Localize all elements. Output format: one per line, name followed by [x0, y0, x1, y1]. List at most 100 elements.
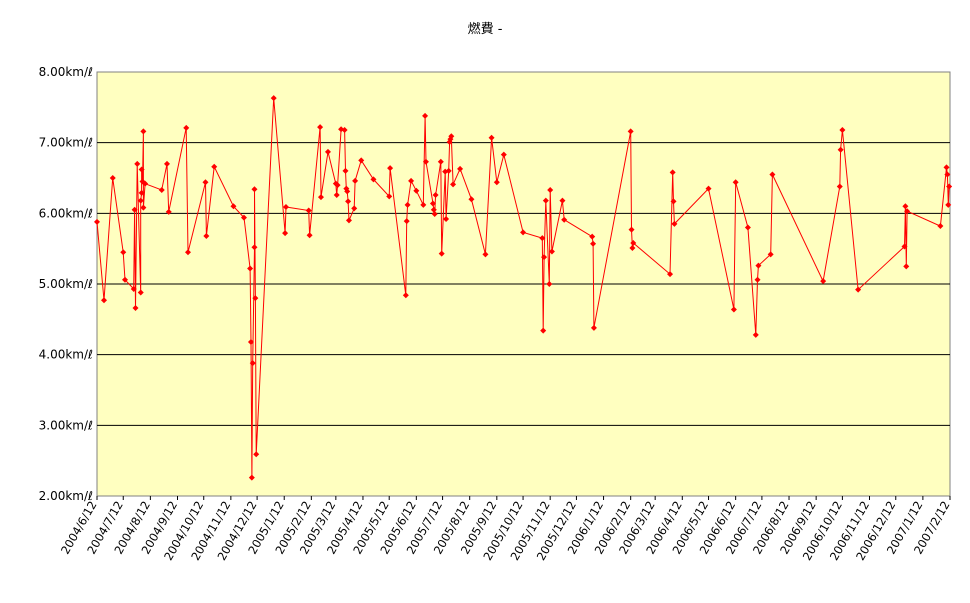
data-point [705, 185, 712, 192]
data-point [120, 249, 127, 256]
data-point [358, 157, 365, 164]
data-point [422, 112, 429, 119]
data-point [855, 286, 862, 293]
data-point [944, 171, 951, 178]
y-axis-ticks: 2.00km/ℓ 3.00km/ℓ 4.00km/ℓ 5.00km/ℓ 6.00km/ℓ… [39, 65, 93, 503]
data-point [820, 278, 827, 285]
data-point [539, 235, 546, 242]
data-point [342, 167, 349, 174]
data-point [138, 189, 145, 196]
data-point [730, 306, 737, 313]
data-point [752, 331, 759, 338]
data-point [137, 289, 144, 296]
y-tick-label: 3.00km/ℓ [39, 418, 93, 432]
data-point [548, 248, 555, 255]
data-point [408, 177, 415, 184]
data-point [744, 224, 751, 231]
data-point [670, 198, 677, 205]
data-point [500, 151, 507, 158]
data-point [306, 232, 313, 239]
data-point [628, 226, 635, 233]
data-point [202, 179, 209, 186]
data-point [448, 133, 455, 140]
data-point [158, 187, 165, 194]
data-point [138, 166, 145, 173]
data-point [370, 176, 377, 183]
y-tick-label: 8.00km/ℓ [39, 65, 93, 79]
data-point [317, 124, 324, 131]
y-tick-label: 7.00km/ℓ [39, 136, 93, 150]
data-point [837, 146, 844, 153]
data-point [251, 186, 258, 193]
data-point [904, 208, 911, 215]
data-point [630, 240, 637, 247]
data-point [457, 165, 464, 172]
data-point [839, 126, 846, 133]
data-point [590, 324, 597, 331]
data-point [404, 201, 411, 208]
data-point [429, 200, 436, 207]
data-point [132, 305, 139, 312]
data-point [431, 211, 438, 218]
data-point [305, 207, 312, 214]
y-tick-label: 4.00km/ℓ [39, 348, 93, 362]
data-point [386, 193, 393, 200]
data-point [482, 251, 489, 258]
data-point [247, 265, 254, 272]
data-point [520, 229, 527, 236]
data-point [183, 124, 190, 131]
data-point [413, 187, 420, 194]
data-point [121, 276, 128, 283]
data-point [324, 148, 331, 155]
data-point [542, 197, 549, 204]
data-point [903, 263, 910, 270]
data-point [131, 206, 138, 213]
data-point [270, 95, 277, 102]
data-point [671, 220, 678, 227]
data-point [755, 262, 762, 269]
data-point [142, 180, 149, 187]
data-point [767, 251, 774, 258]
data-point [351, 205, 358, 212]
data-point [943, 164, 950, 171]
data-point [251, 244, 258, 251]
data-point [203, 232, 210, 239]
data-point [902, 203, 909, 210]
data-point [137, 197, 144, 204]
data-point [130, 285, 137, 292]
data-point [432, 191, 439, 198]
data-point [230, 203, 237, 210]
data-point [94, 218, 100, 225]
data-point [946, 183, 953, 190]
data-point [163, 160, 170, 167]
data-point [344, 188, 351, 195]
data-point [836, 183, 843, 190]
data-point [333, 191, 340, 198]
data-point [282, 230, 289, 237]
data-point [945, 201, 952, 208]
data-point [109, 175, 116, 181]
data-point [769, 171, 776, 178]
data-point [540, 327, 547, 334]
data-point [901, 243, 908, 250]
data-point [341, 126, 348, 133]
data-point [493, 179, 500, 186]
data-point [561, 216, 568, 223]
data-point [134, 160, 141, 167]
data-point [240, 214, 247, 221]
data-point [546, 281, 553, 287]
y-tick-label: 2.00km/ℓ [39, 489, 93, 503]
data-point [627, 128, 634, 135]
series-fuel-efficiency [94, 95, 953, 481]
data-point [629, 244, 636, 251]
data-point [248, 474, 255, 481]
gridlines [97, 142, 950, 426]
data-point [252, 295, 259, 302]
data-point [403, 218, 410, 225]
data-point [437, 158, 444, 165]
data-point [443, 215, 450, 222]
data-point [402, 292, 409, 299]
data-point [247, 338, 254, 345]
data-point [345, 198, 352, 205]
data-point [438, 250, 445, 257]
